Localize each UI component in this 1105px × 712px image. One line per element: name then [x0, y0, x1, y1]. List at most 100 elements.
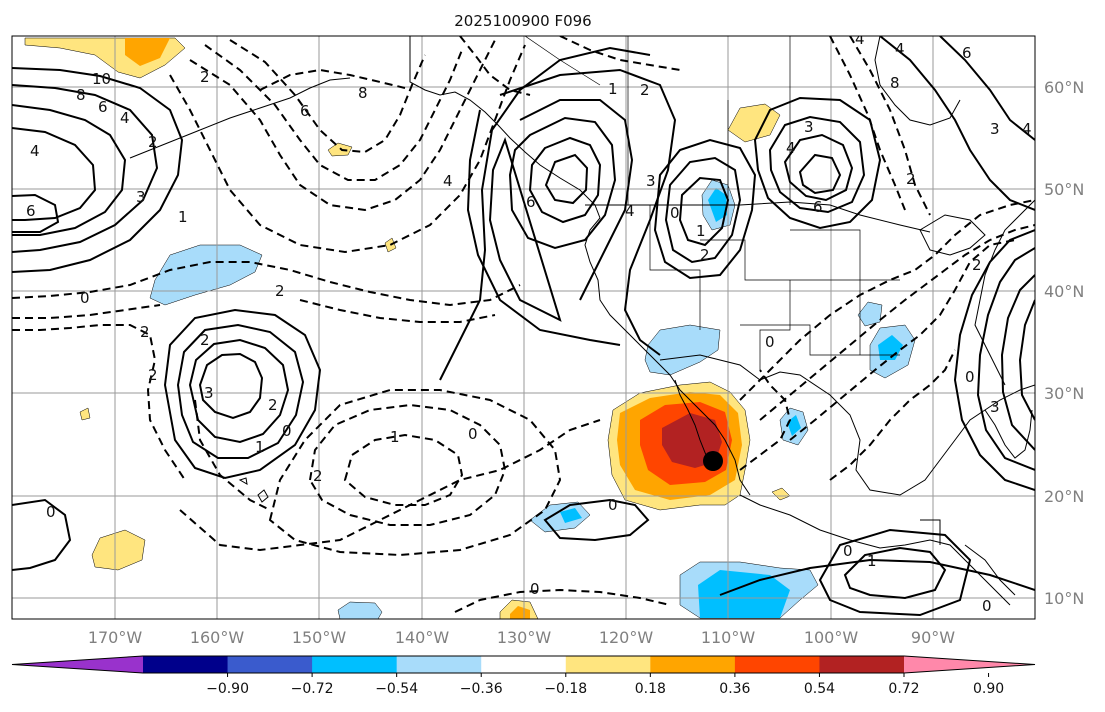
lon-label: 120°W	[599, 628, 654, 647]
contour-label: 6	[813, 198, 823, 216]
shade-deepblue-eastpac	[698, 570, 790, 618]
shade-blue-central-pacific	[149, 244, 263, 306]
contour-label: 0	[765, 333, 775, 351]
dashed-contour-pacific-1	[308, 403, 507, 526]
solid-contour-montana-1	[653, 138, 757, 280]
contour-label: 4	[1022, 120, 1032, 138]
colorbar-segment	[481, 656, 567, 673]
colorbar-segment	[143, 656, 229, 673]
lat-label: 50°N	[1044, 180, 1084, 199]
contour-label: 2	[140, 323, 150, 341]
gulf-coast	[759, 371, 1035, 496]
solid-contour-southeast-1	[953, 229, 1035, 491]
contour-label: 2	[700, 246, 710, 264]
colorbar: −0.90 −0.72 −0.54 −0.36 −0.18 0.18 0.36 0.54 0.7…	[11, 655, 1036, 697]
solid-contour-easternpac-2	[818, 528, 972, 617]
colorbar-tick-label: 0.18	[635, 681, 666, 697]
solid-contour-southeast-2	[976, 247, 1035, 471]
solid-contour-pacific-low-2	[176, 323, 305, 459]
contour-label: 0	[46, 503, 56, 521]
lon-label: 100°W	[804, 628, 859, 647]
mexico-coast	[739, 494, 1011, 606]
lon-label: 170°W	[88, 628, 143, 647]
colorbar-segment	[650, 656, 736, 673]
contour-label: 2	[148, 133, 158, 151]
contour-label: 3	[136, 188, 146, 206]
shade-orange-nw	[125, 38, 170, 66]
solid-contour-nw-4	[12, 127, 97, 221]
dashed-contour-bering	[259, 68, 406, 91]
contour-label: 6	[26, 202, 36, 220]
contour-label: 2	[313, 467, 323, 485]
colorbar-segment	[396, 656, 482, 673]
contour-label: 0	[670, 204, 680, 222]
dashed-contour-pacific-0	[179, 419, 601, 552]
colorbar-tick-label: −0.36	[460, 681, 503, 697]
contour-label: 0	[530, 580, 540, 598]
lat-label: 20°N	[1044, 487, 1084, 506]
contour-label: 4	[855, 30, 865, 48]
dashed-contour-2-west	[12, 324, 186, 481]
shade-deepblue-south	[560, 508, 582, 523]
contour-label: 1	[696, 222, 706, 240]
contour-label: 1	[255, 438, 265, 456]
solid-contour-south	[543, 498, 650, 542]
contour-label: 3	[990, 398, 1000, 416]
solid-contour-hudson-2	[768, 115, 866, 214]
great-lakes	[919, 214, 986, 256]
colorbar-tick-label: −0.54	[375, 681, 418, 697]
contour-label: 4	[443, 172, 453, 190]
contour-label: 4	[120, 109, 130, 127]
dashed-contour-central-us-1	[759, 224, 1035, 421]
colorbar-extend-high	[904, 656, 1035, 673]
dashed-contour-central-us-2	[789, 239, 1016, 441]
colorbar-tick-label: 0.72	[888, 681, 919, 697]
storm-location-marker	[703, 451, 723, 471]
contour-label: 4	[895, 40, 905, 58]
contour-label: 8	[76, 86, 86, 104]
solid-contour-westcoast-outer	[466, 68, 677, 356]
contour-label: 0	[282, 422, 292, 440]
contour-label: 1	[867, 552, 877, 570]
contour-label: 3	[204, 384, 214, 402]
contour-labels: 10 8 6 4 2 4 6 3 2 1 0 2 2 3 2 1 0 6 4 2…	[26, 30, 1032, 615]
colorbar-tick-label: −0.18	[544, 681, 587, 697]
contour-label: 6	[526, 193, 536, 211]
us-canada-border	[585, 201, 931, 233]
hudson-bay	[874, 36, 961, 126]
solid-contour-sw-0	[12, 498, 72, 571]
dashed-contour-texas	[829, 349, 956, 481]
state-lines-1	[649, 205, 900, 370]
shade-orange-south	[510, 606, 530, 619]
colorbar-segment	[734, 656, 820, 673]
contour-label: 1	[178, 208, 188, 226]
contour-label: 6	[98, 98, 108, 116]
solid-contour-hudson-4	[798, 153, 842, 195]
solid-contours	[12, 36, 1035, 617]
colorbar-outline	[11, 655, 1036, 674]
dashed-contour-1-west	[12, 299, 496, 323]
contour-label: 6	[962, 44, 972, 62]
contour-label: 2	[972, 256, 982, 274]
contour-label: 2	[200, 68, 210, 86]
dashed-contour-pacific-3	[343, 433, 464, 506]
dashed-contour-hawaii	[194, 399, 271, 511]
contour-label: 2	[200, 331, 210, 349]
solid-contour-westcoast-2	[508, 116, 617, 250]
dashed-contour-gulf-alaska-4	[169, 44, 526, 254]
colorbar-segment	[565, 656, 651, 673]
colorbar-extend-low	[12, 656, 143, 673]
contour-label: 4	[625, 202, 635, 220]
florida	[984, 409, 1033, 459]
dashed-contour-north	[459, 36, 681, 96]
contour-label: 3	[646, 172, 656, 190]
solid-contour-nw-1	[12, 67, 184, 273]
contour-label: 2	[640, 81, 650, 99]
solid-contour-pacific-low-1	[163, 308, 322, 480]
lon-label: 110°W	[701, 628, 756, 647]
lon-label: 90°W	[911, 628, 955, 647]
contour-label: 10	[92, 70, 111, 88]
dashed-contour-pacific-2	[268, 389, 562, 557]
aleutian-islands	[129, 77, 351, 159]
